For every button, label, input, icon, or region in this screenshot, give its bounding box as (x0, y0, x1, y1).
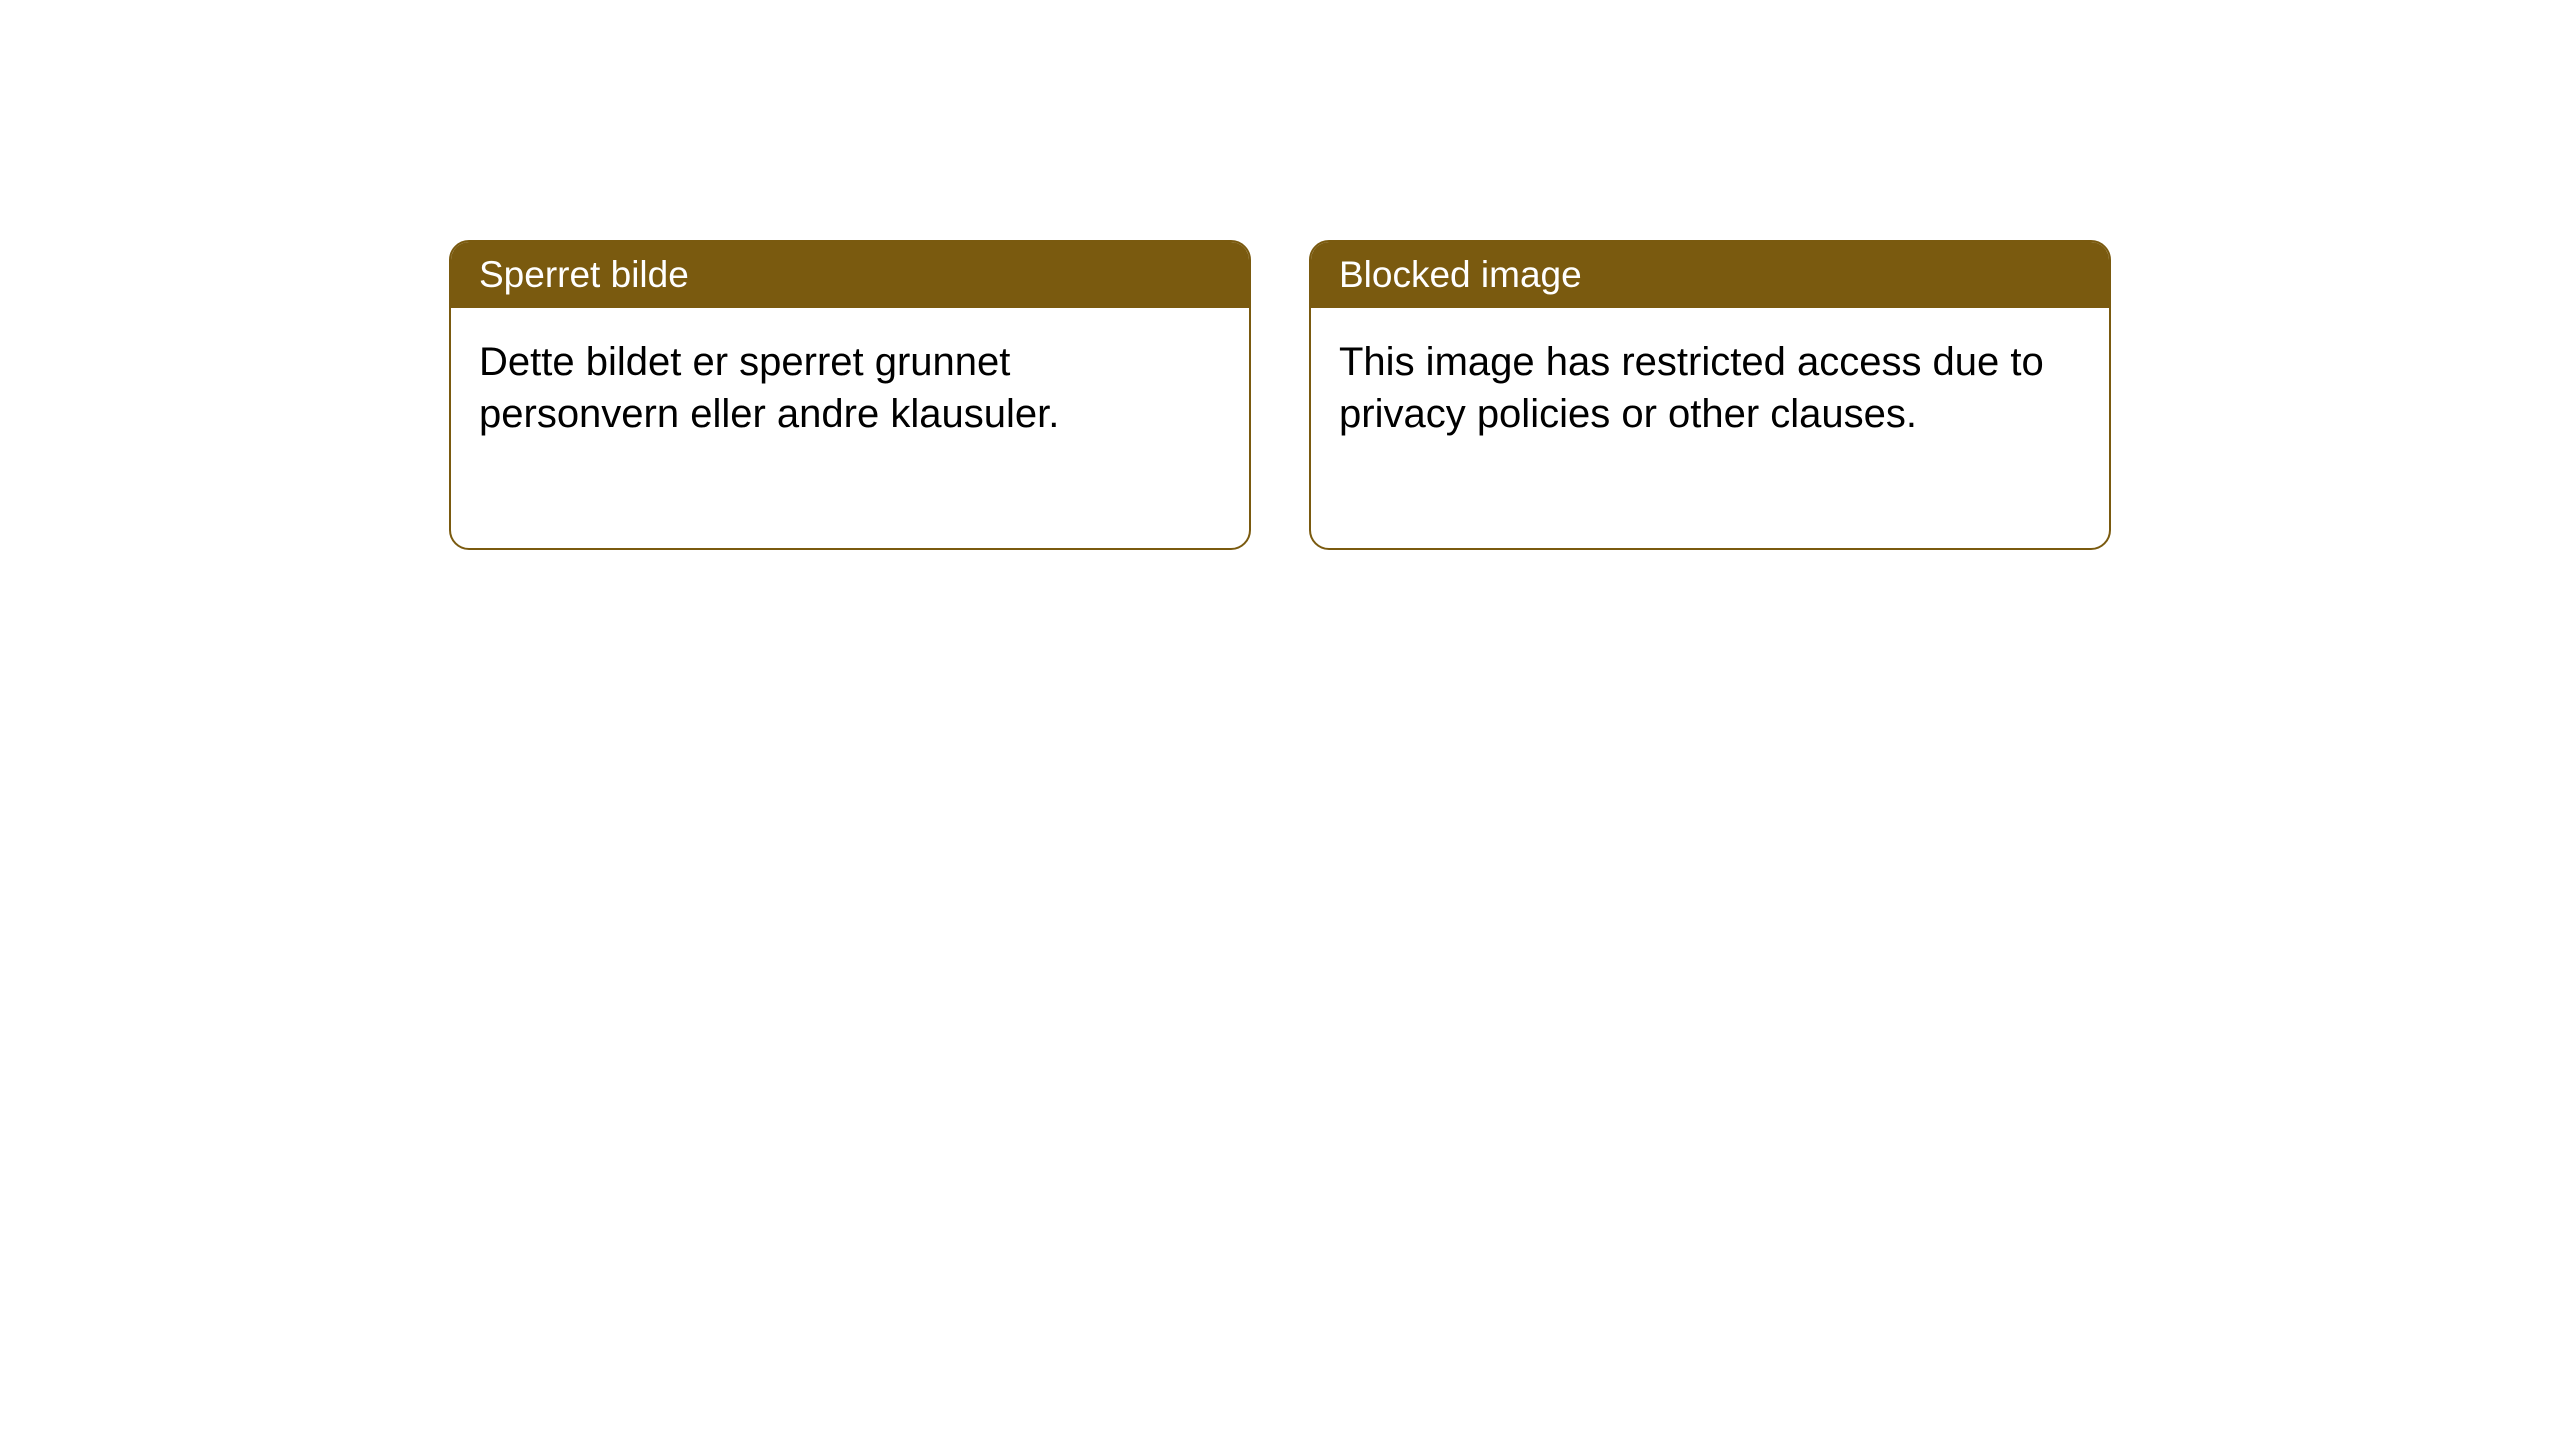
card-header-english: Blocked image (1311, 242, 2109, 308)
card-title-english: Blocked image (1339, 254, 1582, 295)
blocked-image-card-norwegian: Sperret bilde Dette bildet er sperret gr… (449, 240, 1251, 550)
card-message-norwegian: Dette bildet er sperret grunnet personve… (479, 340, 1059, 436)
card-body-norwegian: Dette bildet er sperret grunnet personve… (451, 308, 1249, 548)
blocked-image-card-english: Blocked image This image has restricted … (1309, 240, 2111, 550)
card-title-norwegian: Sperret bilde (479, 254, 689, 295)
card-message-english: This image has restricted access due to … (1339, 340, 2044, 436)
blocked-image-cards: Sperret bilde Dette bildet er sperret gr… (449, 240, 2111, 550)
card-body-english: This image has restricted access due to … (1311, 308, 2109, 548)
card-header-norwegian: Sperret bilde (451, 242, 1249, 308)
